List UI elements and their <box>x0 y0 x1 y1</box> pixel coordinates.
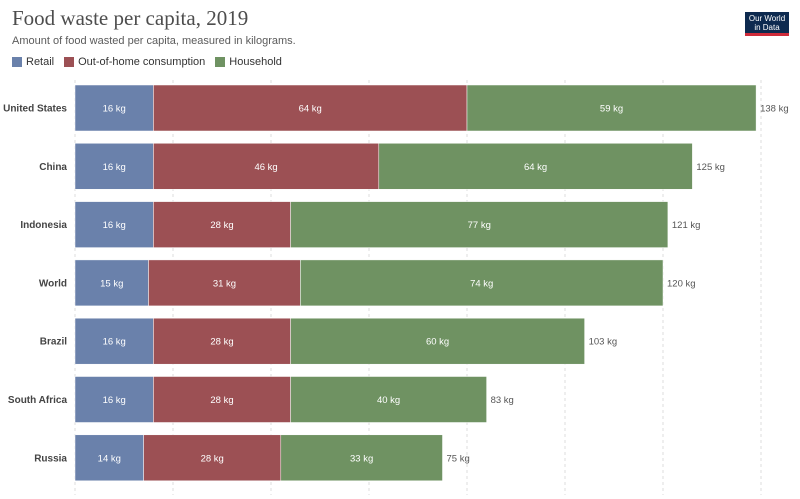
bar-segment-retail <box>74 201 154 248</box>
data-label: 77 kg <box>468 220 491 231</box>
category-label: Russia <box>34 453 67 464</box>
category-label: Brazil <box>40 337 67 348</box>
total-label: 103 kg <box>589 337 618 348</box>
bar-segment-household <box>378 143 693 190</box>
legend-item-out-of-home[interactable]: Out-of-home consumption <box>64 56 205 68</box>
data-label: 16 kg <box>103 337 126 348</box>
bar-segment-retail <box>74 376 154 423</box>
data-label: 14 kg <box>98 453 121 464</box>
bar-segment-retail <box>74 259 149 307</box>
category-label: Indonesia <box>20 220 67 231</box>
legend-label-household: Household <box>229 56 282 68</box>
category-label: South Africa <box>8 395 68 406</box>
chart-subtitle: Amount of food wasted per capita, measur… <box>12 35 296 47</box>
total-label: 83 kg <box>491 395 514 406</box>
total-label: 120 kg <box>667 278 696 289</box>
logo-line-1: Our World <box>748 14 786 23</box>
bar-segment-household <box>290 201 669 248</box>
data-label: 64 kg <box>299 104 322 115</box>
data-label: 28 kg <box>201 453 224 464</box>
data-label: 46 kg <box>254 162 277 173</box>
data-label: 28 kg <box>210 395 233 406</box>
bar-segment-out-of-home <box>153 143 380 190</box>
legend-swatch-retail <box>12 57 22 67</box>
legend-swatch-household <box>215 57 226 67</box>
category-label: World <box>39 278 67 289</box>
bar-segment-out-of-home <box>148 259 301 307</box>
data-label: 16 kg <box>103 104 126 115</box>
bar-segment-out-of-home <box>153 84 468 132</box>
total-label: 125 kg <box>696 162 725 173</box>
data-label: 33 kg <box>350 453 373 464</box>
bar-segment-retail <box>74 84 154 132</box>
chart-title: Food waste per capita, 2019 <box>12 6 249 30</box>
data-label: 16 kg <box>103 395 126 406</box>
data-label: 31 kg <box>213 278 236 289</box>
total-label: 138 kg <box>760 104 789 115</box>
data-label: 64 kg <box>524 162 547 173</box>
bar-segment-household <box>290 376 487 423</box>
logo-line-2: in Data <box>754 23 780 32</box>
bar-segment-household <box>300 259 664 307</box>
total-label: 75 kg <box>447 453 470 464</box>
bar-segment-retail <box>74 143 154 190</box>
data-label: 74 kg <box>470 278 493 289</box>
data-label: 28 kg <box>210 220 233 231</box>
our-world-in-data-logo[interactable]: Our World in Data <box>745 12 789 36</box>
category-label: China <box>39 162 67 173</box>
legend-item-retail[interactable]: Retail <box>12 56 54 68</box>
bar-segment-household <box>290 317 585 365</box>
category-label: United States <box>3 104 67 115</box>
legend-label-retail: Retail <box>26 56 55 68</box>
data-label: 60 kg <box>426 337 449 348</box>
total-label: 121 kg <box>672 220 701 231</box>
data-label: 40 kg <box>377 395 400 406</box>
data-label: 16 kg <box>103 220 126 231</box>
legend-swatch-out-of-home <box>64 57 75 67</box>
legend-item-household[interactable]: Household <box>215 56 282 68</box>
chart-legend: Retail Out-of-home consumption Household <box>12 56 282 68</box>
bar-segment-household <box>466 84 757 132</box>
data-label: 15 kg <box>100 278 123 289</box>
data-label: 28 kg <box>210 337 233 348</box>
legend-label-out-of-home: Out-of-home consumption <box>78 56 206 68</box>
bar-segment-household <box>280 434 443 482</box>
bar-segment-out-of-home <box>153 201 291 248</box>
data-label: 16 kg <box>103 162 126 173</box>
bar-segment-retail <box>74 434 144 482</box>
data-label: 59 kg <box>600 104 623 115</box>
